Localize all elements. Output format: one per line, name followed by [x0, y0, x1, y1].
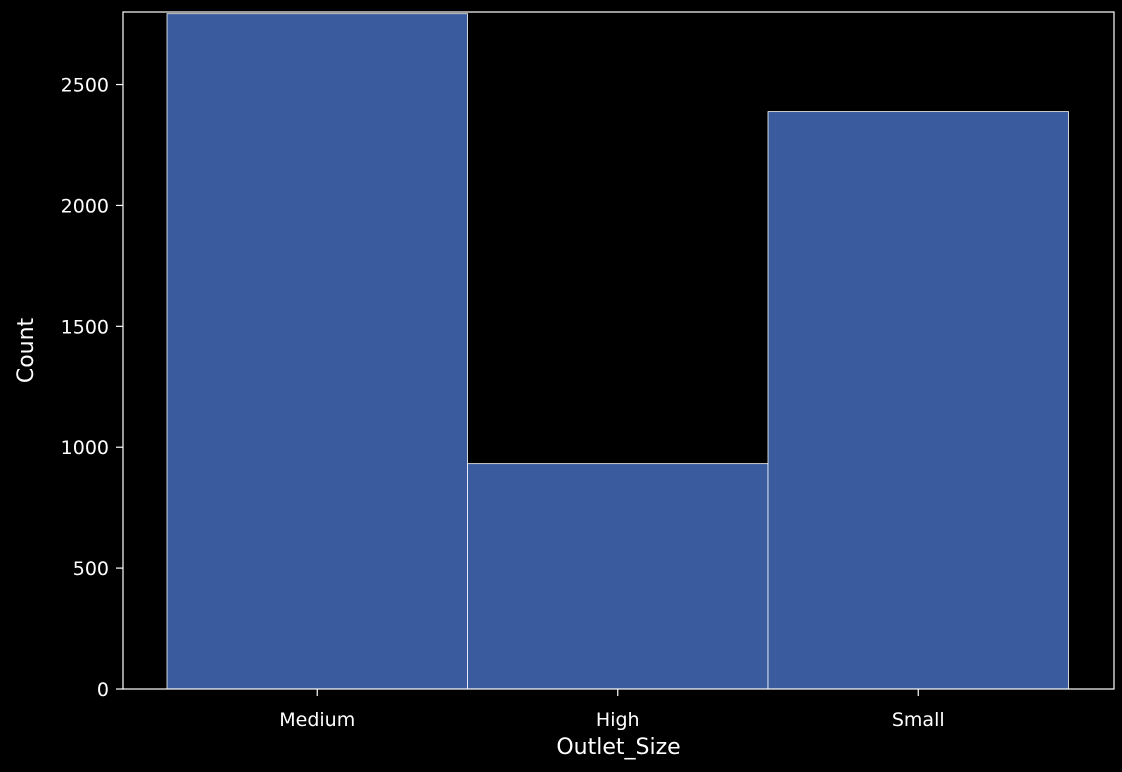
y-tick-label: 500: [73, 558, 109, 580]
x-axis-label: Outlet_Size: [556, 735, 680, 760]
x-tick-label: Small: [892, 709, 945, 731]
bar-high: [467, 463, 769, 690]
y-axis-label: Count: [14, 317, 39, 383]
y-tick-label: 1500: [61, 316, 109, 338]
y-axis-ticks: 0 500 1000 1500 2000 2500: [61, 75, 123, 701]
y-tick-label: 2000: [61, 195, 109, 217]
y-tick-label: 2500: [61, 75, 109, 97]
y-tick-label: 0: [97, 679, 109, 701]
bars-layer: [166, 13, 1069, 690]
x-tick-label: Medium: [279, 709, 355, 731]
y-tick-label: 1000: [61, 437, 109, 459]
bar-small: [767, 111, 1069, 690]
x-axis-ticks: Medium High Small: [279, 689, 945, 731]
x-tick-label: High: [596, 709, 640, 731]
bar-medium: [166, 13, 468, 690]
plot-frame: [122, 11, 1115, 690]
